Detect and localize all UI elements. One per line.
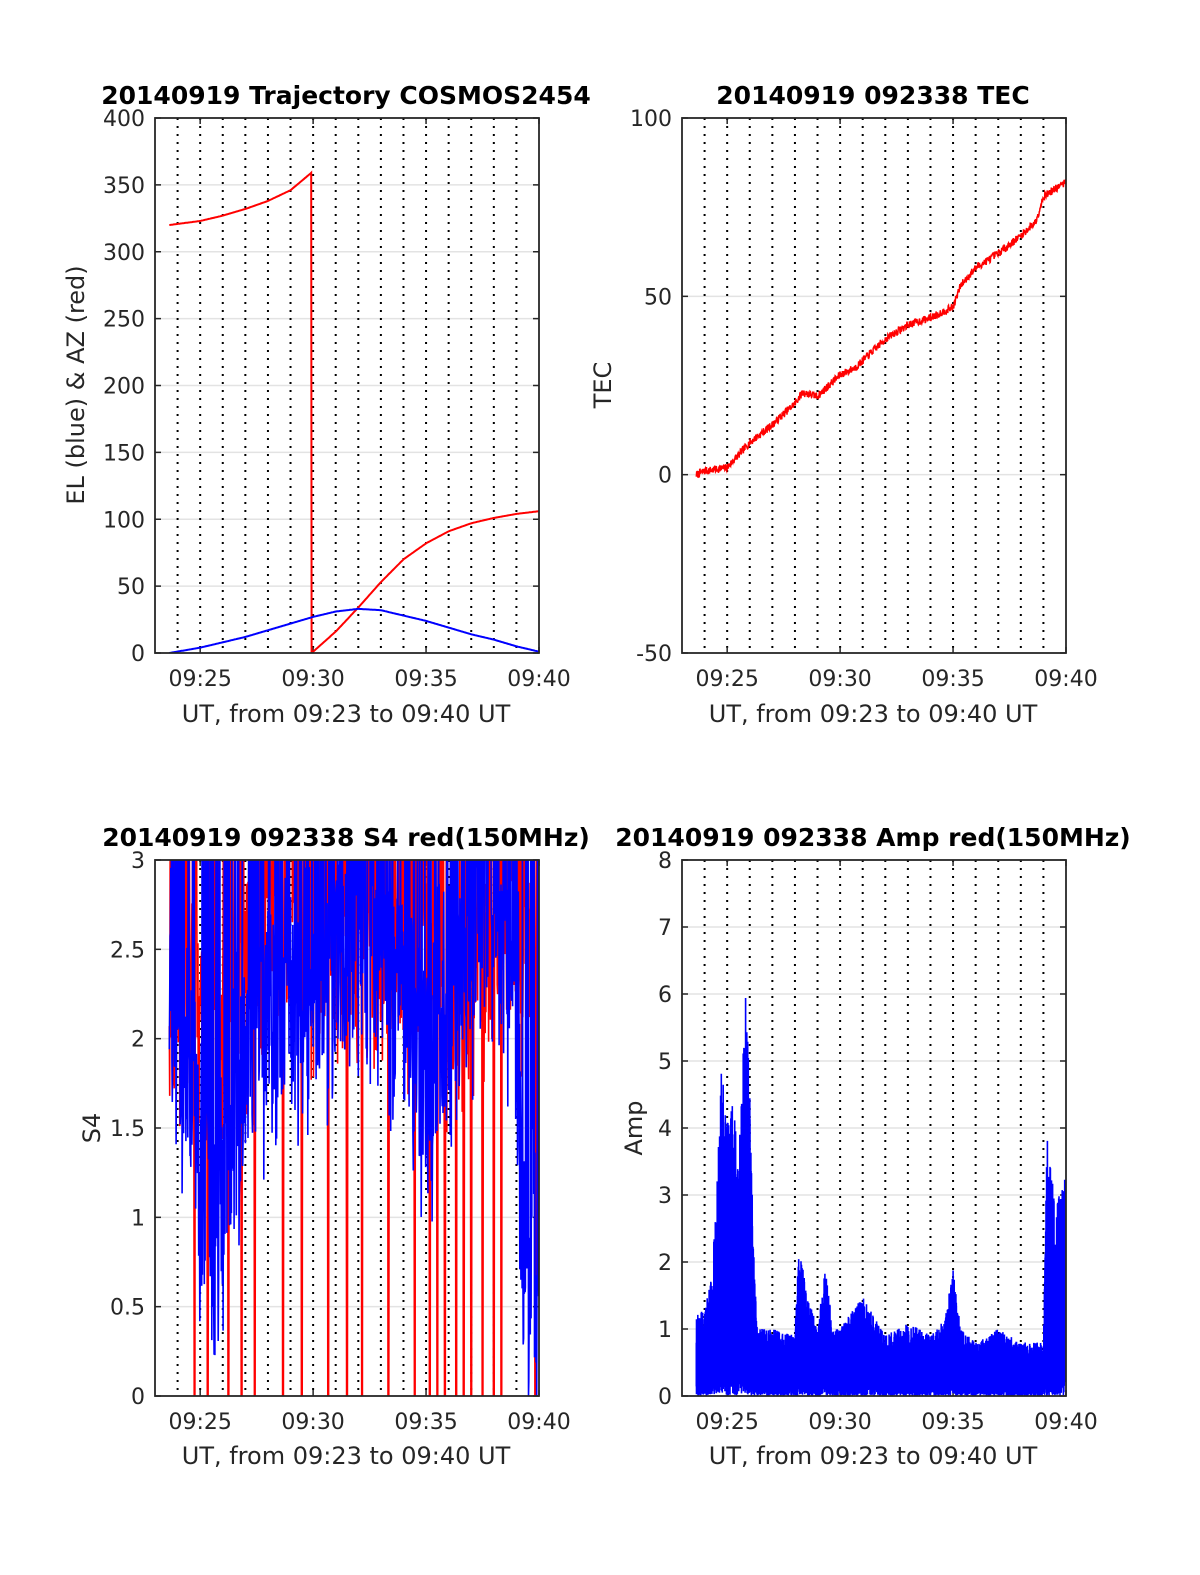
- trajectory-el-line: [169, 607, 539, 653]
- s4-xtick-label: 09:40: [507, 1410, 570, 1435]
- trajectory-data-layer: [169, 170, 539, 653]
- s4-xlabel: UT, from 09:23 to 09:40 UT: [182, 1442, 511, 1470]
- trajectory-ytick-label: 50: [117, 575, 145, 600]
- trajectory-ytick-label: 150: [103, 441, 145, 466]
- trajectory-az-line: [169, 170, 539, 653]
- tec-title: 20140919 092338 TEC: [716, 81, 1029, 110]
- tec-plot-area: -50 0 50 100 09:25 09:30 09:35 09:40: [630, 107, 1098, 692]
- tec-xtick-label: 09:30: [808, 667, 871, 692]
- amp-series-line: [695, 997, 1066, 1396]
- s4-ytick-label: 1.5: [110, 1117, 145, 1142]
- trajectory-xtick-label: 09:40: [507, 667, 570, 692]
- tec-xtick-label: 09:25: [695, 667, 758, 692]
- amp-ytick-label: 4: [658, 1117, 672, 1142]
- amp-ytick-label: 8: [658, 849, 672, 874]
- trajectory-plot-area: 0 50 100 150 200 250 300 350 400 09:25 09:30 09:35 0…: [103, 107, 571, 692]
- tec-ytick-label: 50: [644, 285, 672, 310]
- s4-xtick-label: 09:30: [281, 1410, 344, 1435]
- tec-series-line: [695, 179, 1066, 479]
- s4-xtick-label: 09:35: [394, 1410, 457, 1435]
- s4-axes-frame: [154, 859, 540, 1397]
- trajectory-title: 20140919 Trajectory COSMOS2454: [101, 81, 591, 110]
- amp-ytick-label: 7: [658, 916, 672, 941]
- amp-xtick-label: 09:30: [808, 1410, 871, 1435]
- trajectory-panel: 20140919 Trajectory COSMOS2454 UT, from …: [62, 81, 591, 728]
- trajectory-ytick-label: 250: [103, 308, 145, 333]
- trajectory-axes-frame: [154, 117, 540, 654]
- trajectory-xtick-label: 09:35: [394, 667, 457, 692]
- trajectory-ytick-label: 350: [103, 174, 145, 199]
- s4-ytick-label: 0.5: [110, 1296, 145, 1321]
- s4-data-layer: [168, 860, 539, 1396]
- amp-title: 20140919 092338 Amp red(150MHz): [615, 823, 1131, 852]
- amp-ylabel: Amp: [620, 1100, 648, 1155]
- amp-xlabel: UT, from 09:23 to 09:40 UT: [709, 1442, 1038, 1470]
- amp-plot-area: 0 1 2 3 4 5 6 7 8 09:25 09:30 09:35 09:40: [658, 849, 1098, 1435]
- s4-plot-area: 0 0.5 1 1.5 2 2.5 3 09:25 09:30 09:35 09:40: [110, 849, 571, 1435]
- tec-xlabel: UT, from 09:23 to 09:40 UT: [709, 700, 1038, 728]
- trajectory-ytick-label: 300: [103, 241, 145, 266]
- s4-ytick-label: 2: [131, 1028, 145, 1053]
- s4-ytick-label: 3: [131, 849, 145, 874]
- s4-xtick-label: 09:25: [168, 1410, 231, 1435]
- s4-blue-series-line: [168, 860, 539, 1396]
- amp-xtick-label: 09:40: [1034, 1410, 1097, 1435]
- amp-xtick-label: 09:35: [921, 1410, 984, 1435]
- s4-ylabel: S4: [78, 1113, 106, 1144]
- amp-axes-frame: [681, 859, 1067, 1397]
- s4-panel: 20140919 092338 S4 red(150MHz) UT, from …: [78, 823, 590, 1470]
- tec-xtick-label: 09:40: [1034, 667, 1097, 692]
- s4-ytick-label: 0: [131, 1385, 145, 1410]
- trajectory-ytick-label: 400: [103, 107, 145, 132]
- tec-axes-background: [682, 118, 1066, 653]
- tec-ytick-label: 0: [658, 464, 672, 489]
- amp-data-layer: [695, 997, 1066, 1396]
- amp-ytick-label: 6: [658, 983, 672, 1008]
- tec-axes-frame: [681, 117, 1067, 654]
- amp-ytick-label: 2: [658, 1251, 672, 1276]
- trajectory-ylabel: EL (blue) & AZ (red): [62, 265, 90, 504]
- tec-ytick-label: 100: [630, 107, 672, 132]
- s4-ytick-label: 1: [131, 1206, 145, 1231]
- s4-ytick-label: 2.5: [110, 938, 145, 963]
- trajectory-xtick-label: 09:25: [168, 667, 231, 692]
- trajectory-ytick-label: 100: [103, 508, 145, 533]
- tec-panel: 20140919 092338 TEC UT, from 09:23 to 09…: [589, 81, 1098, 728]
- amp-ytick-label: 0: [658, 1385, 672, 1410]
- trajectory-ytick-label: 0: [131, 642, 145, 667]
- amp-panel: 20140919 092338 Amp red(150MHz) UT, from…: [615, 823, 1131, 1470]
- trajectory-xtick-label: 09:30: [281, 667, 344, 692]
- s4-title: 20140919 092338 S4 red(150MHz): [102, 823, 590, 852]
- tec-ytick-label: -50: [636, 642, 672, 667]
- tec-data-layer: [695, 179, 1066, 479]
- trajectory-ytick-label: 200: [103, 375, 145, 400]
- amp-ytick-label: 3: [658, 1184, 672, 1209]
- amp-xtick-label: 09:25: [695, 1410, 758, 1435]
- tec-xtick-label: 09:35: [921, 667, 984, 692]
- amp-ytick-label: 5: [658, 1050, 672, 1075]
- trajectory-xlabel: UT, from 09:23 to 09:40 UT: [182, 700, 511, 728]
- amp-ytick-label: 1: [658, 1318, 672, 1343]
- tec-ylabel: TEC: [589, 362, 617, 410]
